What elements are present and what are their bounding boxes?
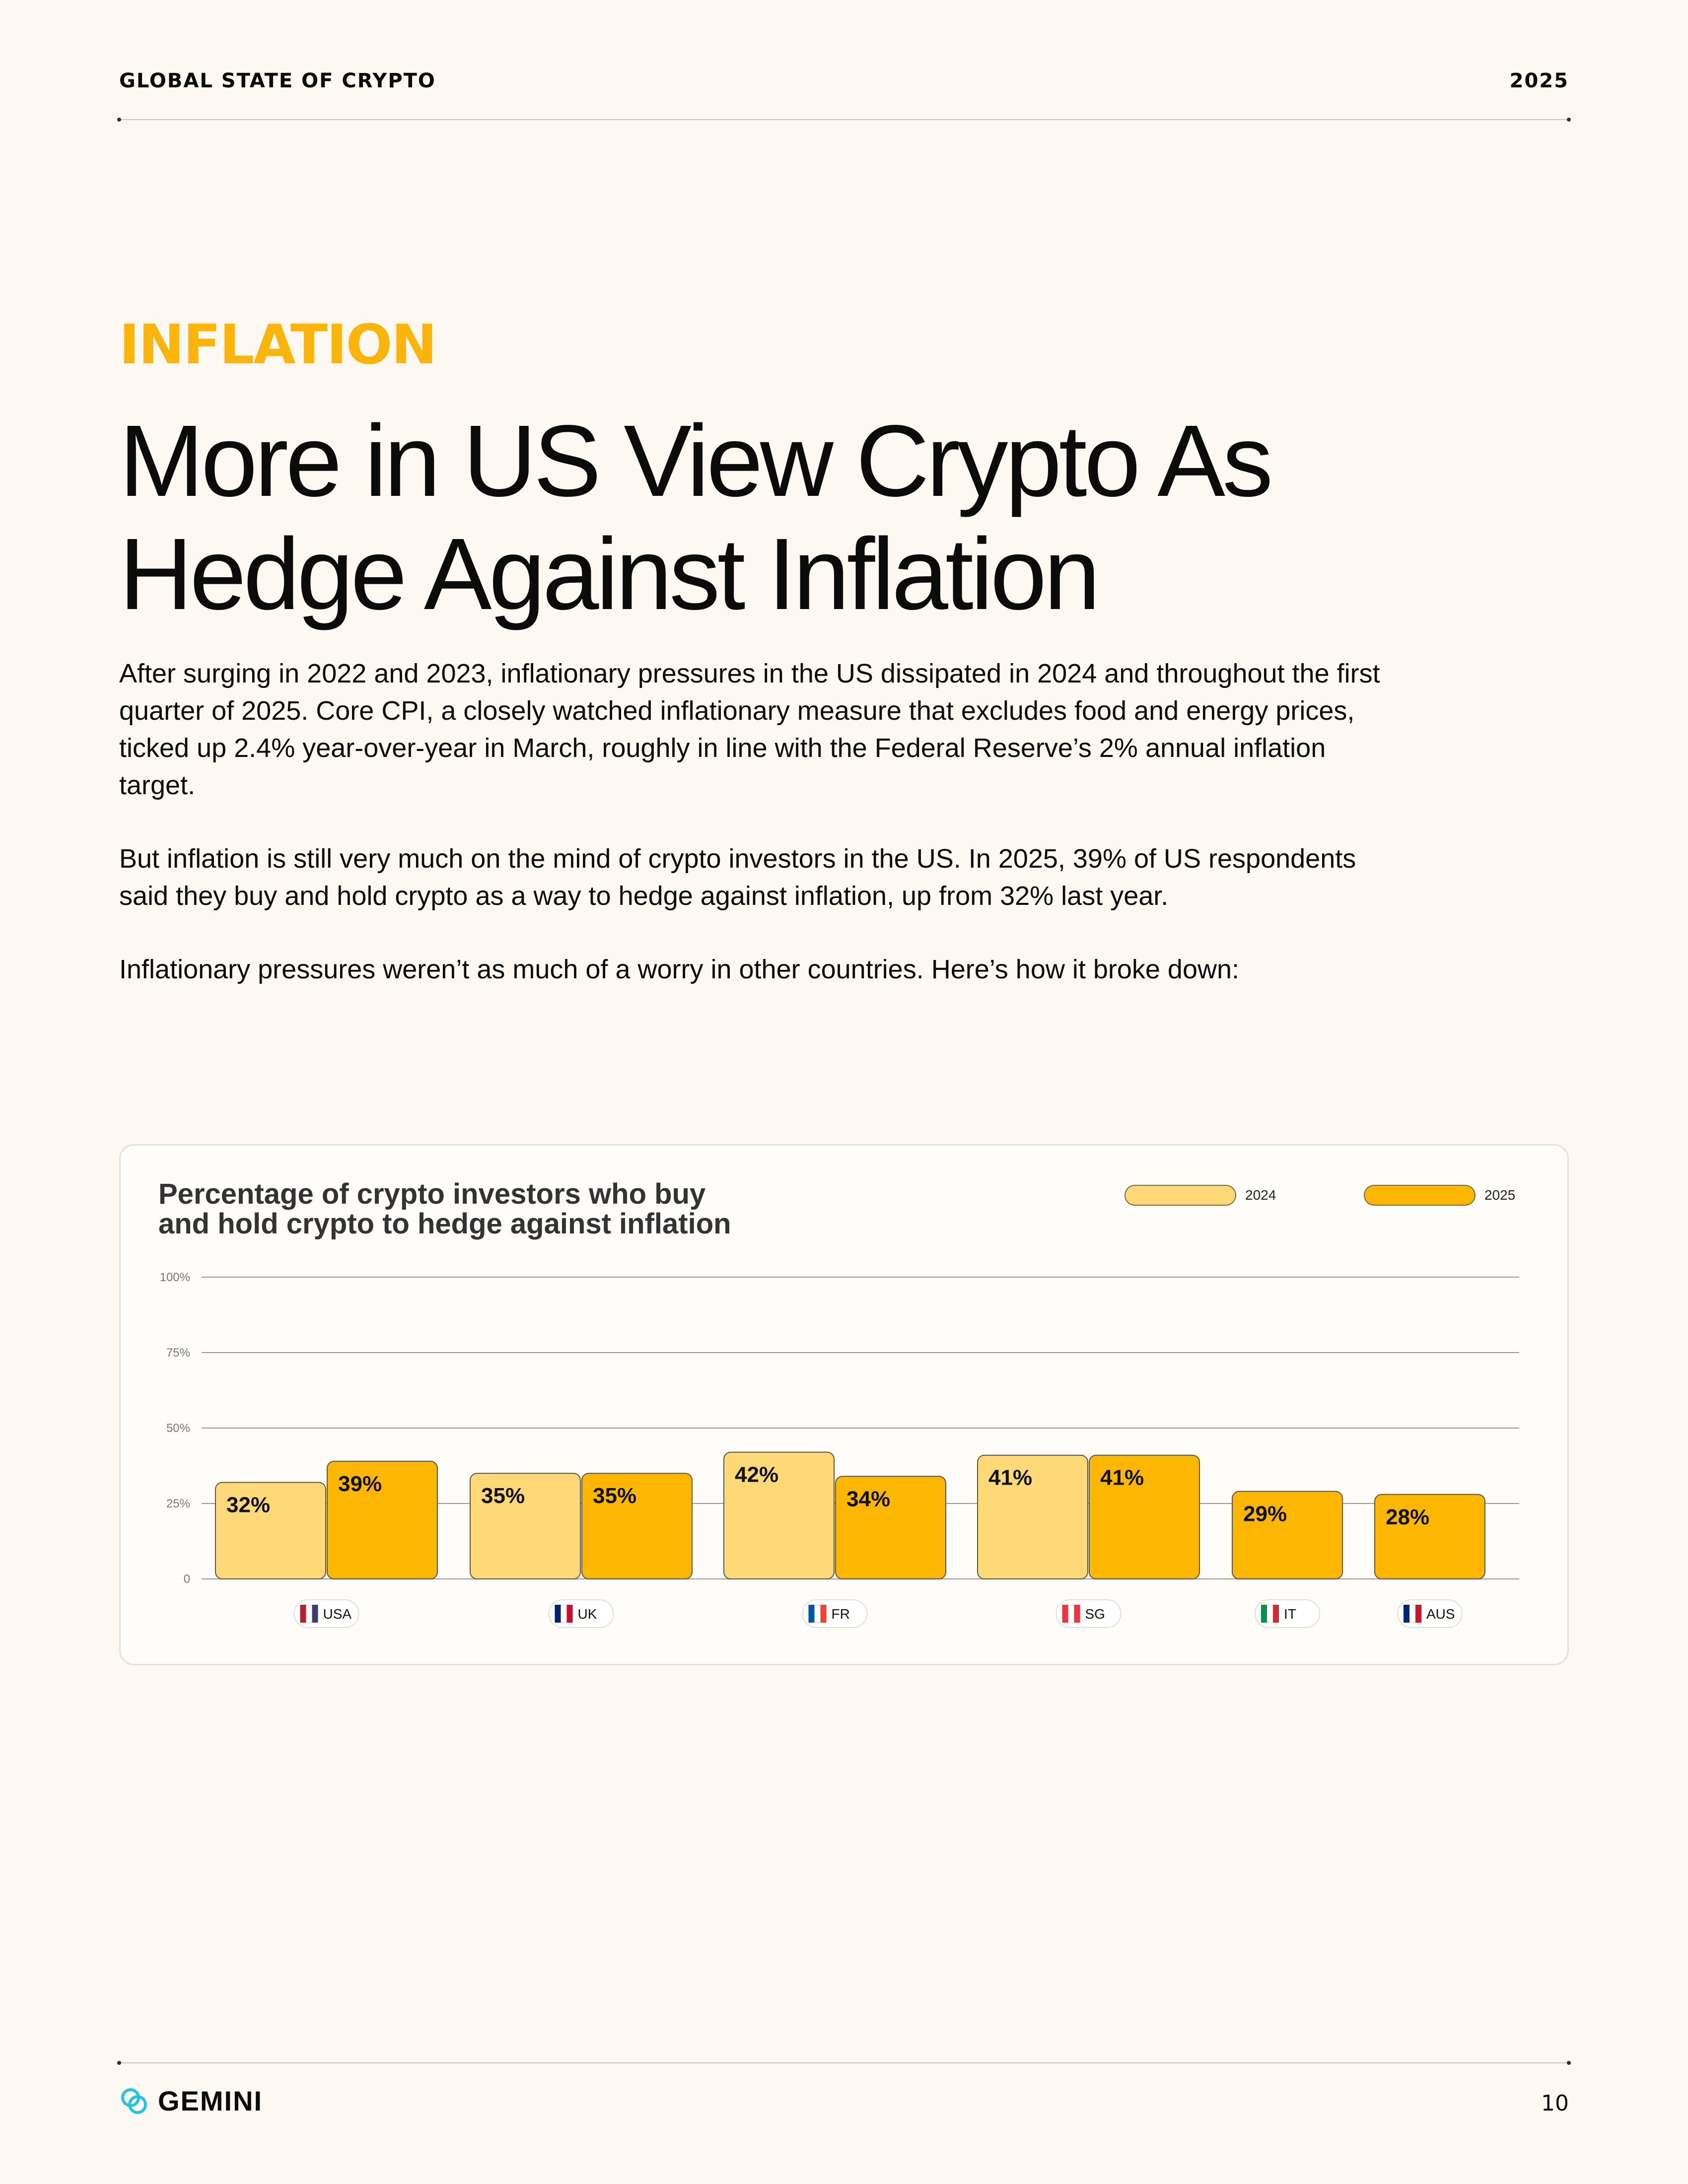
footer-divider: [117, 2061, 1571, 2065]
bar-2024: [977, 1454, 1088, 1579]
paragraph: But inflation is still very much on the …: [119, 844, 1356, 911]
report-year: 2025: [1509, 69, 1569, 92]
page-headline: More in US View Crypto As Hedge Against …: [119, 404, 1273, 631]
paragraph: Inflationary pressures weren’t as much o…: [119, 955, 1240, 984]
report-title: GLOBAL STATE OF CRYPTO: [119, 69, 436, 92]
x-tick-label: UK: [578, 1606, 597, 1622]
gemini-logo-text: GEMINI: [158, 2085, 263, 2116]
x-tick-label: IT: [1284, 1606, 1296, 1622]
bar-2025: [1374, 1494, 1485, 1580]
x-tick-label: AUS: [1426, 1606, 1455, 1622]
uk-flag-icon-band: [555, 1605, 561, 1623]
x-tick-label: USA: [323, 1606, 352, 1622]
chart-title: Percentage of crypto investors who buy a…: [158, 1178, 731, 1240]
singapore-flag-icon-band: [1074, 1605, 1080, 1623]
y-tick-label: 0: [184, 1572, 190, 1586]
legend-item-2024: 2024: [1125, 1184, 1276, 1206]
bar-2025: [581, 1473, 693, 1580]
italy-flag-icon-band: [1261, 1605, 1267, 1623]
data-label-2024: 42%: [735, 1463, 778, 1487]
y-tick-label: 100%: [160, 1271, 190, 1284]
australia-flag-icon-band: [1404, 1605, 1409, 1623]
gemini-logo: GEMINI: [119, 2085, 263, 2117]
bar-2025: [1232, 1491, 1343, 1579]
data-label-2024: 35%: [481, 1484, 525, 1508]
paragraph: After surging in 2022 and 2023, inflatio…: [119, 659, 1380, 800]
y-tick-label: 75%: [166, 1346, 190, 1360]
bar-2025: [835, 1476, 946, 1580]
data-label-2025: 29%: [1243, 1502, 1287, 1526]
chart-card: Percentage of crypto investors who buy a…: [119, 1144, 1569, 1665]
data-label-2024: 32%: [226, 1493, 270, 1517]
section-label: INFLATION: [119, 313, 437, 376]
bar-chart: 0 25% 50% 75% 100% 32% 39% USA 35% 35% UK 42% 34% FR 4…: [160, 1271, 1519, 1628]
us-flag-icon-band: [300, 1605, 306, 1623]
italy-flag-icon-band: [1273, 1605, 1279, 1623]
legend-swatch-2025: [1364, 1185, 1476, 1206]
page-number: 10: [1541, 2091, 1569, 2116]
australia-flag-icon-band: [1415, 1605, 1421, 1623]
bar-2024: [215, 1482, 326, 1579]
data-label-2025: 34%: [846, 1487, 890, 1511]
legend-swatch-2024: [1125, 1185, 1236, 1206]
header-divider: [117, 118, 1571, 122]
uk-flag-icon-band: [566, 1605, 573, 1623]
legend-label-2025: 2025: [1484, 1187, 1516, 1203]
data-label-2025: 41%: [1100, 1466, 1144, 1490]
gemini-logo-icon: [121, 2088, 147, 2114]
data-label-2024: 41%: [988, 1466, 1032, 1490]
legend-label-2024: 2024: [1245, 1187, 1276, 1203]
data-label-2025: 35%: [593, 1484, 636, 1508]
france-flag-icon-band: [808, 1605, 815, 1623]
data-label-2025: 39%: [338, 1472, 382, 1496]
bar-2025: [1089, 1454, 1200, 1579]
legend-item-2025: 2025: [1364, 1184, 1515, 1206]
x-tick-label: SG: [1085, 1606, 1105, 1622]
us-flag-icon-band: [312, 1605, 318, 1623]
y-tick-label: 25%: [166, 1497, 190, 1510]
bar-2024: [470, 1473, 581, 1580]
y-tick-label: 50%: [166, 1422, 190, 1435]
x-tick-label: FR: [832, 1606, 850, 1622]
data-label-2025: 28%: [1386, 1505, 1429, 1529]
singapore-flag-icon-band: [1062, 1605, 1068, 1623]
bar-2024: [723, 1451, 835, 1580]
france-flag-icon-band: [820, 1605, 827, 1623]
bar-2025: [327, 1460, 438, 1579]
body-text: After surging in 2022 and 2023, inflatio…: [119, 655, 1390, 1024]
